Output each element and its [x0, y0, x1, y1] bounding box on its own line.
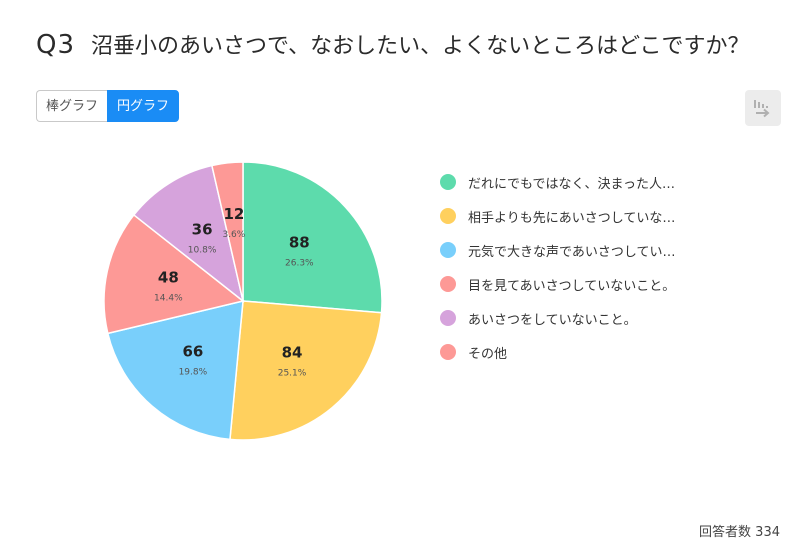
slice-percent-label: 3.6% — [222, 230, 245, 240]
slice-percent-label: 19.8% — [179, 368, 208, 378]
pie-chart-button[interactable]: 円グラフ — [107, 90, 180, 122]
legend-label: 元気で大きな声であいさつしてい… — [468, 244, 676, 260]
slice-percent-label: 14.4% — [154, 294, 183, 304]
pie-slice-6[interactable] — [210, 161, 244, 302]
legend-swatch — [440, 310, 456, 326]
respondent-count: 回答者数 334 — [699, 525, 780, 540]
pie-slice-3[interactable] — [106, 300, 244, 441]
export-button[interactable] — [745, 90, 781, 126]
export-icon — [754, 100, 770, 118]
slice-value-label: 84 — [282, 344, 303, 362]
question-number: Q3 — [36, 30, 76, 60]
legend-label: 目を見てあいさつしていないこと。 — [468, 278, 676, 294]
legend-swatch — [440, 344, 456, 360]
slice-value-label: 36 — [192, 220, 213, 238]
legend-swatch — [440, 174, 456, 190]
chart-type-toggle: 棒グラフ 円グラフ — [36, 90, 180, 122]
legend-item-3[interactable]: 元気で大きな声であいさつしてい… — [440, 240, 675, 260]
slice-percent-label: 10.8% — [188, 245, 217, 255]
question-text: 沼垂小のあいさつで、なおしたい、よくないところはどこですか？ — [91, 34, 750, 59]
legend-item-1[interactable]: だれにでもではなく、決まった人… — [440, 172, 675, 192]
slice-percent-label: 26.3% — [285, 258, 314, 268]
legend-item-2[interactable]: 相手よりも先にあいさつしていな… — [440, 206, 675, 226]
slice-value-label: 66 — [182, 343, 203, 361]
pie-slice-2[interactable] — [229, 300, 383, 441]
legend-item-6[interactable]: その他 — [440, 342, 675, 362]
legend-label: だれにでもではなく、決まった人… — [468, 176, 675, 192]
chart-legend: だれにでもではなく、決まった人… 相手よりも先にあいさつしていな… 元気で大きな声で… — [440, 172, 675, 376]
pie-slice-5[interactable] — [132, 164, 245, 303]
slice-value-label: 12 — [223, 205, 244, 223]
legend-swatch — [440, 208, 456, 224]
legend-label: 相手よりも先にあいさつしていな… — [468, 210, 676, 226]
pie-slice-4[interactable] — [103, 213, 245, 335]
bar-chart-button[interactable]: 棒グラフ — [36, 90, 108, 122]
legend-swatch — [440, 242, 456, 258]
legend-item-5[interactable]: あいさつをしていないこと。 — [440, 308, 675, 328]
legend-label: その他 — [468, 346, 508, 362]
legend-item-4[interactable]: 目を見てあいさつしていないこと。 — [440, 274, 675, 294]
legend-label: あいさつをしていないこと。 — [468, 312, 637, 328]
legend-swatch — [440, 276, 456, 292]
question-title: Q3 沼垂小のあいさつで、なおしたい、よくないところはどこですか？ — [36, 28, 749, 60]
slice-value-label: 48 — [158, 269, 179, 287]
pie-slice-1[interactable] — [242, 161, 383, 314]
slice-percent-label: 25.1% — [278, 369, 307, 379]
slice-value-label: 88 — [289, 233, 310, 251]
